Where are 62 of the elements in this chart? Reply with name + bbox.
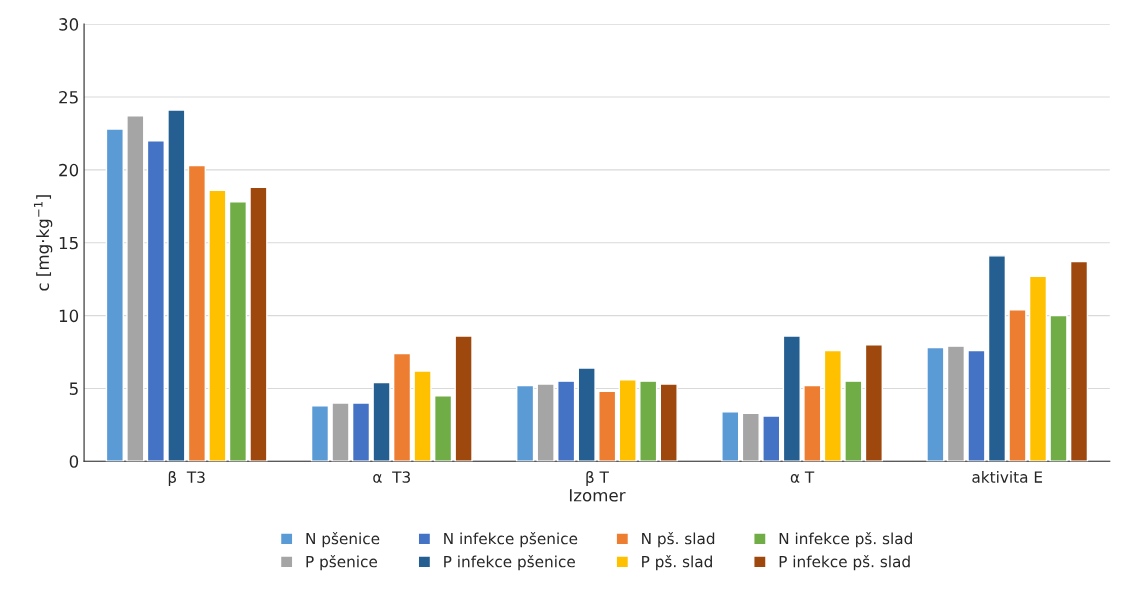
bar bbox=[167, 109, 186, 462]
bar bbox=[1008, 309, 1027, 462]
legend-label: P pšenice bbox=[306, 554, 378, 571]
x-tick-label: aktivita E bbox=[972, 471, 1043, 483]
bar bbox=[310, 405, 330, 462]
legend-label: P pš. slad bbox=[642, 554, 712, 571]
legend-label: N infekce pš. slad bbox=[779, 531, 912, 548]
bar bbox=[126, 115, 145, 462]
bar bbox=[105, 128, 124, 462]
bar bbox=[987, 255, 1007, 462]
bar bbox=[782, 335, 801, 462]
bar bbox=[372, 381, 391, 462]
y-tick-label: 25 bbox=[59, 90, 78, 104]
bar bbox=[967, 349, 986, 462]
bar bbox=[413, 370, 432, 462]
legend-label: P infekce pšenice bbox=[444, 554, 575, 571]
y-tick-label: 20 bbox=[59, 163, 79, 177]
y-tick-label: 0 bbox=[69, 455, 79, 468]
legend-label: N pšenice bbox=[306, 531, 380, 548]
legend-label: N pš. slad bbox=[642, 531, 715, 548]
y-tick-label: 10 bbox=[59, 309, 79, 323]
bar bbox=[618, 378, 637, 462]
bar bbox=[351, 402, 371, 462]
bar bbox=[598, 390, 617, 462]
y-axis-title: c [mg·kg$^{−1}$] bbox=[33, 195, 53, 291]
legend-label: P infekce pš. slad bbox=[779, 554, 910, 571]
bar bbox=[864, 344, 883, 462]
bar bbox=[208, 189, 227, 462]
bar bbox=[803, 384, 822, 462]
bar bbox=[536, 383, 555, 462]
bar bbox=[392, 352, 412, 462]
bar bbox=[516, 384, 535, 462]
x-tick-label: α T bbox=[790, 471, 815, 483]
bar bbox=[146, 140, 165, 462]
bar bbox=[762, 415, 781, 462]
y-tick-label: 15 bbox=[59, 236, 78, 250]
y-tick-label: 30 bbox=[59, 18, 79, 31]
bar bbox=[844, 380, 863, 462]
bar bbox=[577, 367, 596, 462]
bar bbox=[557, 380, 576, 462]
bar bbox=[659, 383, 678, 462]
x-tick-label: β T bbox=[586, 471, 609, 486]
bar bbox=[721, 411, 740, 462]
bar bbox=[228, 201, 248, 462]
bar bbox=[331, 402, 350, 462]
x-tick-label: β T3 bbox=[168, 471, 205, 486]
bar bbox=[1049, 314, 1068, 462]
bar bbox=[639, 380, 658, 462]
bar bbox=[926, 346, 945, 462]
bar bbox=[823, 349, 842, 462]
x-tick-label: α T3 bbox=[373, 471, 410, 483]
bar bbox=[1069, 260, 1089, 462]
bar bbox=[946, 345, 966, 462]
x-axis-title: Izomer bbox=[569, 489, 626, 502]
bar bbox=[187, 164, 207, 462]
bar bbox=[433, 395, 453, 462]
bar bbox=[454, 335, 473, 462]
y-tick-label: 5 bbox=[69, 382, 78, 395]
bar bbox=[1028, 275, 1048, 462]
legend-label: N infekce pšenice bbox=[444, 531, 578, 548]
bar bbox=[741, 412, 760, 462]
bar bbox=[249, 186, 268, 462]
